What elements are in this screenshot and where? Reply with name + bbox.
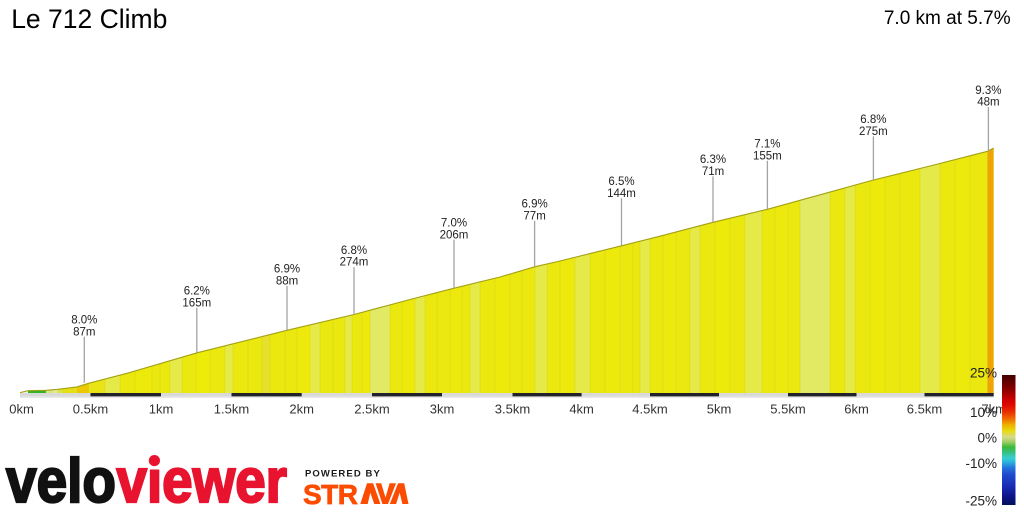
- svg-text:POWERED BY: POWERED BY: [305, 469, 381, 480]
- svg-text:71m: 71m: [702, 166, 724, 178]
- svg-text:5km: 5km: [707, 402, 732, 417]
- svg-text:2km: 2km: [289, 402, 314, 417]
- svg-text:1km: 1km: [149, 402, 174, 417]
- svg-text:6.9%: 6.9%: [274, 264, 300, 276]
- svg-text:77m: 77m: [523, 210, 545, 222]
- svg-text:274m: 274m: [340, 257, 369, 269]
- svg-text:6.5km: 6.5km: [907, 402, 942, 417]
- svg-text:6.8%: 6.8%: [860, 114, 886, 126]
- svg-text:6km: 6km: [844, 402, 869, 417]
- svg-text:10%: 10%: [970, 405, 997, 420]
- svg-text:87m: 87m: [73, 326, 95, 338]
- svg-text:0km: 0km: [9, 402, 34, 417]
- svg-text:6.8%: 6.8%: [341, 245, 367, 257]
- svg-text:1.5km: 1.5km: [214, 402, 249, 417]
- svg-text:0.5km: 0.5km: [73, 402, 108, 417]
- svg-text:7.1%: 7.1%: [754, 139, 780, 151]
- svg-text:7.0%: 7.0%: [441, 218, 467, 230]
- svg-text:-25%: -25%: [965, 494, 997, 509]
- svg-text:7km: 7km: [981, 402, 1006, 417]
- svg-text:144m: 144m: [607, 188, 636, 200]
- svg-text:2.5km: 2.5km: [354, 402, 389, 417]
- svg-text:25%: 25%: [970, 366, 997, 381]
- svg-text:8.0%: 8.0%: [71, 315, 97, 327]
- svg-text:-10%: -10%: [965, 456, 997, 471]
- svg-text:velo: velo: [6, 447, 116, 512]
- svg-text:3.5km: 3.5km: [495, 402, 530, 417]
- svg-text:6.3%: 6.3%: [700, 154, 726, 166]
- svg-text:9.3%: 9.3%: [975, 85, 1001, 97]
- svg-text:0%: 0%: [977, 431, 997, 446]
- svg-text:5.5km: 5.5km: [770, 402, 805, 417]
- svg-text:viewer: viewer: [117, 447, 288, 512]
- svg-text:4.5km: 4.5km: [632, 402, 667, 417]
- svg-text:3km: 3km: [430, 402, 455, 417]
- svg-text:155m: 155m: [753, 150, 782, 162]
- svg-text:STR: STR: [303, 479, 358, 510]
- svg-text:4km: 4km: [569, 402, 594, 417]
- svg-text:206m: 206m: [440, 229, 469, 241]
- svg-text:88m: 88m: [276, 276, 298, 288]
- svg-text:Le 712 Climb: Le 712 Climb: [11, 4, 167, 34]
- svg-text:275m: 275m: [859, 126, 888, 138]
- svg-text:165m: 165m: [182, 297, 211, 309]
- svg-text:6.9%: 6.9%: [521, 199, 547, 211]
- svg-text:7.0 km at 5.7%: 7.0 km at 5.7%: [884, 8, 1011, 29]
- svg-text:6.2%: 6.2%: [184, 286, 210, 298]
- svg-text:48m: 48m: [977, 97, 999, 109]
- svg-text:6.5%: 6.5%: [608, 176, 634, 188]
